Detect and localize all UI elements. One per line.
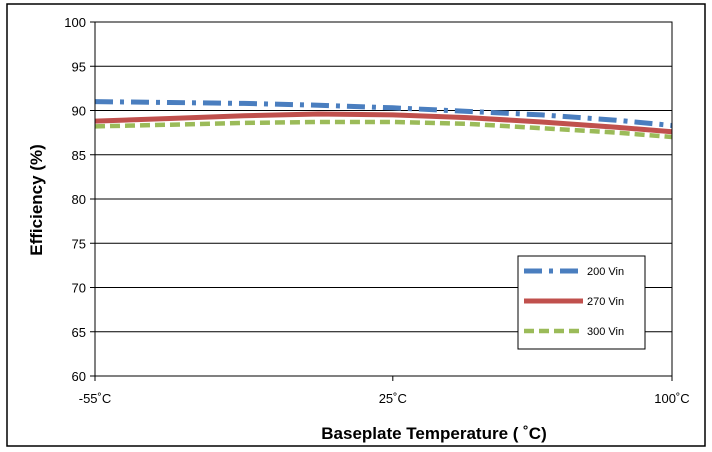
- legend: 200 Vin 270 Vin 300 Vin: [517, 255, 646, 350]
- x-tick-label-1: 25˚C: [379, 391, 407, 406]
- legend-items: 200 Vin 270 Vin 300 Vin: [524, 266, 624, 338]
- legend-label-0: 200 Vin: [587, 266, 624, 278]
- series-group: [94, 99, 673, 140]
- series-line-0: [94, 99, 673, 128]
- chart-border: [6, 3, 706, 447]
- y-tick-label-7: 95: [72, 59, 86, 74]
- y-tick-label-0: 60: [72, 369, 86, 384]
- y-tick-label-5: 85: [72, 148, 86, 163]
- legend-label-2: 300 Vin: [587, 326, 624, 338]
- legend-label-1: 270 Vin: [587, 296, 624, 308]
- y-axis-title: Efficiency (%): [27, 144, 46, 255]
- y-tick-label-1: 65: [72, 325, 86, 340]
- y-tick-label-2: 70: [72, 281, 86, 296]
- series-line-1: [94, 111, 673, 135]
- y-tick-label-3: 75: [72, 236, 86, 251]
- x-tick-label-0: -55˚C: [79, 391, 112, 406]
- series-line-2: [94, 119, 673, 140]
- y-axis-ticks: 60 65 70 75 80 85 90 95 100: [64, 15, 95, 384]
- y-tick-label-6: 90: [72, 104, 86, 119]
- y-tick-label-8: 100: [64, 15, 86, 30]
- x-axis-ticks: -55˚C 25˚C 100˚C: [79, 376, 690, 406]
- x-tick-label-2: 100˚C: [654, 391, 689, 406]
- y-tick-label-4: 80: [72, 192, 86, 207]
- plot-area-border: [94, 21, 673, 377]
- x-axis-title: Baseplate Temperature ( ˚C): [321, 424, 546, 443]
